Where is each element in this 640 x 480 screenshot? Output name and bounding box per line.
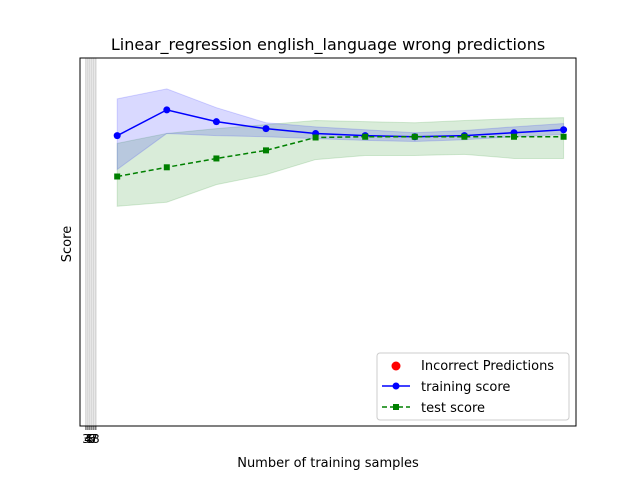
test-score-line [117,136,564,178]
training-score-point [163,106,171,114]
test-score-point [114,173,121,180]
legend-box [376,352,570,421]
test-score-point [213,155,220,162]
test-score-point [411,133,418,140]
x-tick-label-4: 4 [84,432,92,446]
x-tick-label-8: 8 [92,432,100,446]
axes-frame [79,57,577,427]
x-axis-label: Number of training samples [237,456,419,471]
training-score-line [116,109,564,138]
x-tick-label-6: 6 [88,432,96,446]
legend-training-marker [392,382,400,390]
test-score-point [263,147,269,154]
legend-test-marker [393,404,399,410]
x-tick-label-5: 5 [86,432,94,446]
test-score-point [362,133,369,140]
x-tick-label-3: 3 [82,432,90,446]
test-score-point [511,133,517,140]
test-score-point [312,134,319,141]
legend: Incorrect Predictions training score tes… [376,352,570,421]
test-score-point [560,133,567,140]
training-score-point [560,126,568,134]
test-score-point [461,133,468,140]
training-score-point [262,125,270,133]
legend-training-label: training score [421,380,510,395]
legend-test-label: test score [421,401,485,416]
test-score-band [116,117,565,207]
test-score-point [163,164,170,171]
x-tick-label-7: 7 [90,432,98,446]
training-score-point [212,118,220,126]
chart-title: Linear_regression english_language wrong… [111,35,545,55]
training-score-point [113,132,121,140]
legend-incorrect-marker [391,361,401,371]
legend-incorrect-label: Incorrect Predictions [421,359,554,374]
y-axis-label: Score [60,226,75,262]
plot-area [85,58,568,426]
